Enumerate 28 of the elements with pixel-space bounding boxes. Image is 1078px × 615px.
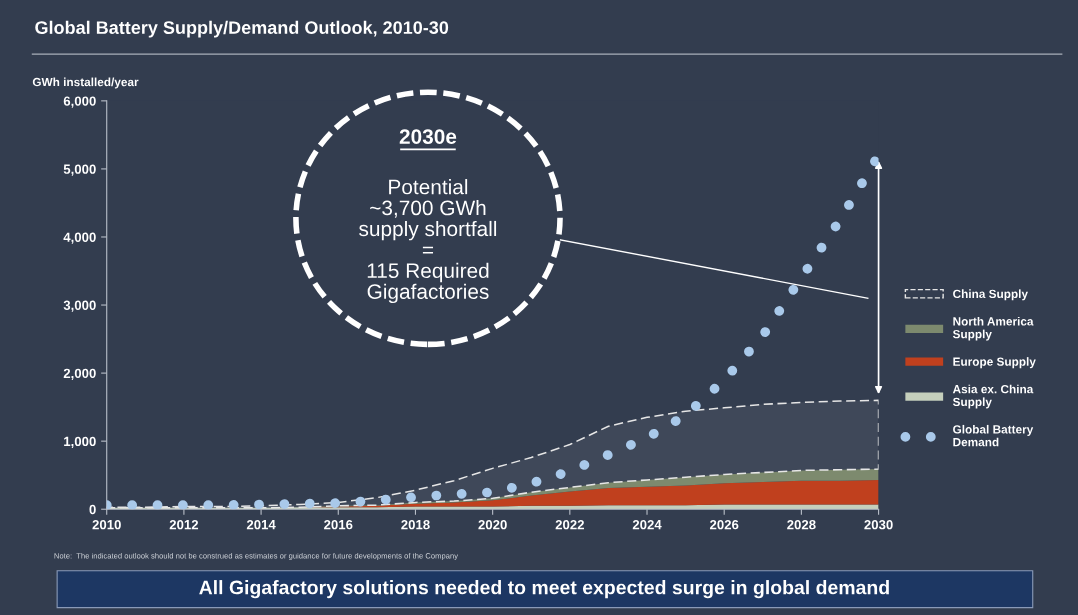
y-tick-label: 5,000	[63, 164, 96, 176]
y-tick-label: 1,000	[64, 436, 96, 448]
x-tick-label: 2030	[864, 519, 893, 530]
x-tick-label: 2020	[478, 519, 507, 530]
y-tick-label: 2,000	[63, 368, 96, 380]
annotation: Potential ~3,700 GWh supply shortfall = 115 Required Gigafactories	[359, 179, 497, 304]
x-tick-label: 2028	[787, 519, 816, 530]
legend-label: Europe Supply	[953, 357, 1036, 369]
y-tick-label: 4,000	[63, 232, 96, 244]
legend-label: Asia ex. China Supply	[952, 384, 1034, 409]
x-tick-label: 2012	[169, 519, 199, 530]
y-tick-label: 3,000	[63, 300, 96, 312]
x-tick-label: 2016	[324, 519, 353, 530]
text: All Gigafactory solutions needed to meet expected surge in global demand	[199, 580, 889, 599]
x-tick-label: 2018	[401, 519, 430, 530]
x-tick-label: 2022	[555, 519, 584, 530]
legend-label: Global Battery Demand	[953, 424, 1034, 447]
y-tick-label: 0	[89, 504, 96, 515]
x-tick-label: 2014	[246, 519, 276, 530]
x-tick-label: 2010	[92, 519, 121, 530]
x-tick-label: 2026	[709, 519, 739, 530]
y-axis-title: GWh installed/year	[32, 77, 139, 89]
x-tick-label: 2024	[632, 519, 662, 530]
legend-label: China Supply	[953, 289, 1028, 301]
annotation: 2030e	[399, 129, 457, 144]
legend-label: North America Supply	[952, 316, 1034, 341]
chart-title: Global Battery Supply/Demand Outlook, 2010-30	[35, 20, 449, 38]
y-tick-label: 6,000	[63, 96, 96, 108]
